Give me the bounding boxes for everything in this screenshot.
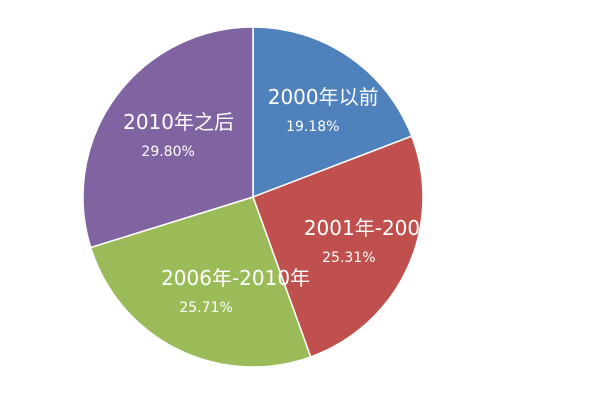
pie-slice xyxy=(252,135,424,358)
category-label: 2010年之后 xyxy=(123,109,235,134)
slice-label: 2006年-2010年 25.71% xyxy=(161,261,311,321)
slice-label: 2000年以前 19.18% xyxy=(267,80,379,140)
pie-slice xyxy=(82,26,254,249)
value-label: 25.71% xyxy=(179,300,233,317)
pie-slice xyxy=(89,196,312,368)
value-label: 29.80% xyxy=(141,143,195,160)
value-label: 25.31% xyxy=(322,249,376,266)
pie-slice xyxy=(252,26,413,199)
slice-label: 2010年之后 29.80% xyxy=(123,105,235,165)
slice-label: 2001年-2005年 25.31% xyxy=(303,211,453,271)
value-label: 19.18% xyxy=(286,119,340,136)
category-label: 2006年-2010年 xyxy=(161,266,311,291)
category-label: 2000年以前 xyxy=(267,85,379,110)
category-label: 2001年-2005年 xyxy=(303,215,453,240)
